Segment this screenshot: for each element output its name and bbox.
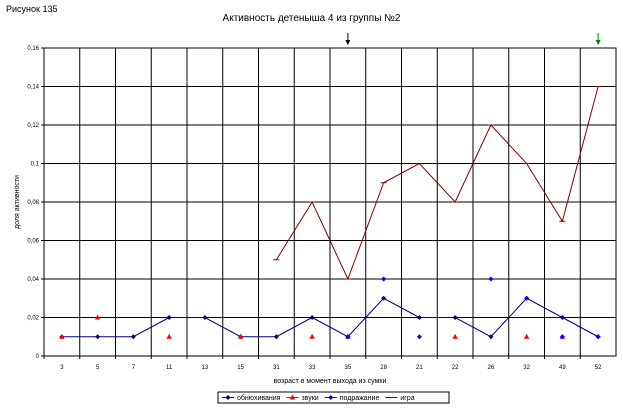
- data-point-diamond: [416, 334, 422, 340]
- x-tick-label: 32: [523, 365, 530, 371]
- y-tick-label: 0,04: [27, 277, 39, 283]
- data-point-triangle: [289, 394, 296, 400]
- legend-entry-label: обнюхивания: [237, 394, 281, 402]
- y-tick-label: 0,14: [27, 85, 39, 91]
- x-tick-label: 35: [345, 365, 352, 371]
- y-tick-label: 0,16: [27, 46, 39, 52]
- legend: обнюхивания звуки подражание игра: [217, 391, 450, 404]
- data-point-diamond: [309, 315, 315, 320]
- y-axis-title: доля активности: [14, 175, 21, 229]
- series-line: [61, 297, 599, 338]
- data-point-diamond: [130, 334, 136, 340]
- y-tick-label: 0,12: [27, 123, 39, 129]
- data-point-diamond: [95, 334, 101, 340]
- data-point-diamond: [381, 276, 387, 282]
- data-point-triangle: [59, 333, 65, 339]
- data-point-diamond: [488, 334, 494, 340]
- x-axis-title: возраст в момент выхода из сумки: [274, 378, 387, 385]
- legend-entry-label: подражание: [340, 395, 380, 402]
- data-point-diamond: [225, 395, 231, 400]
- chart-title: Активность детеныша 4 из группы №2: [222, 13, 401, 24]
- figure-label: Рисунок 135: [6, 4, 58, 14]
- x-tick-label: 49: [559, 365, 566, 371]
- x-tick-label: 5: [96, 365, 100, 371]
- data-point-diamond: [595, 334, 601, 340]
- arrow-marker-head: [345, 40, 351, 45]
- series-4: [273, 86, 602, 281]
- x-tick-label: 33: [309, 365, 316, 371]
- y-tick-label: 0,1: [31, 162, 40, 168]
- data-point-diamond: [524, 295, 530, 301]
- x-tick-label: 13: [202, 365, 209, 371]
- data-point-diamond: [416, 315, 422, 320]
- x-tick-label: 15: [237, 365, 244, 371]
- data-point-diamond: [488, 276, 494, 282]
- data-point-diamond: [559, 334, 565, 340]
- legend-entry-label: звуки: [301, 395, 318, 402]
- x-tick-label: 21: [416, 365, 423, 371]
- data-point-diamond: [381, 295, 387, 301]
- x-tick-label: 7: [132, 365, 136, 371]
- data-point-triangle: [166, 333, 172, 339]
- data-point-diamond: [345, 334, 351, 340]
- x-tick-label: 52: [595, 365, 602, 371]
- x-tick-label: 28: [380, 365, 387, 371]
- y-tick-label: 0: [36, 354, 40, 360]
- y-tick-label: 0,02: [27, 316, 39, 322]
- x-tick-label: 31: [273, 365, 280, 371]
- data-point-diamond: [202, 315, 208, 320]
- data-point-triangle: [523, 333, 530, 339]
- data-point-triangle: [237, 333, 244, 339]
- x-tick-label: 11: [166, 365, 173, 371]
- data-point-triangle: [452, 333, 458, 339]
- data-point-triangle: [94, 314, 101, 320]
- data-point-diamond: [559, 315, 565, 320]
- x-tick-label: 26: [488, 365, 495, 371]
- y-tick-label: 0,06: [27, 239, 39, 245]
- x-tick-label: 3: [60, 365, 64, 371]
- data-point-diamond: [273, 334, 279, 340]
- data-point-triangle: [309, 333, 315, 339]
- arrow-marker-head: [595, 40, 601, 45]
- data-point-diamond: [328, 395, 334, 400]
- series-3: [345, 276, 601, 340]
- data-point-diamond: [452, 315, 458, 320]
- x-tick-label: 22: [452, 365, 459, 371]
- y-tick-label: 0,08: [27, 200, 39, 206]
- legend-entry-label: игра: [400, 395, 414, 402]
- series-line: [275, 86, 599, 281]
- data-point-diamond: [166, 315, 172, 320]
